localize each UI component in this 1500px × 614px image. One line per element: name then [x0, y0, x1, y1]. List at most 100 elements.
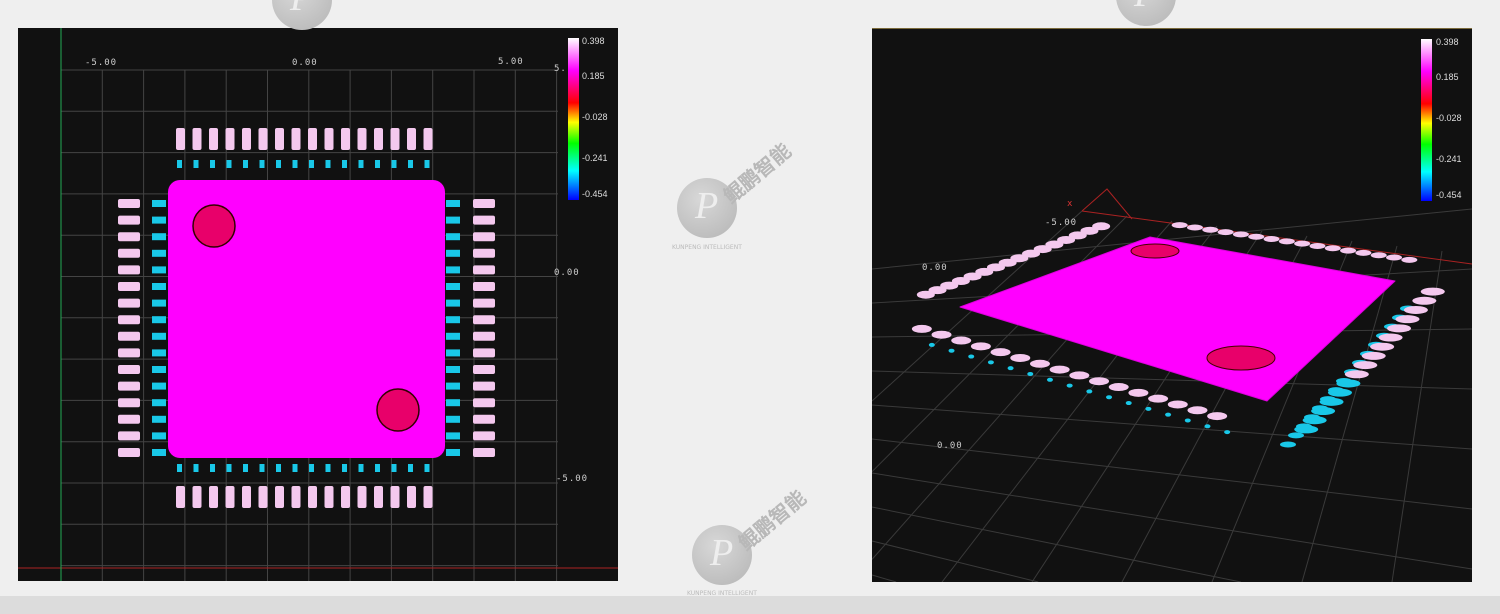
solder-joint [226, 464, 232, 472]
solder-joint [243, 160, 248, 168]
lead [291, 486, 301, 508]
grid-line [872, 472, 1472, 570]
colorbar-label: 0.185 [582, 71, 605, 81]
grid-line [872, 370, 1472, 390]
fiducial-mark [1130, 243, 1180, 259]
lead [473, 315, 495, 325]
grid-line [1391, 250, 1443, 582]
grid-line [872, 438, 1472, 510]
solder-joint [152, 382, 166, 390]
solder-joint [276, 464, 281, 472]
lead [1033, 245, 1052, 254]
grid-line [872, 574, 897, 582]
solder-joint [446, 283, 460, 290]
solder-joint [1086, 389, 1093, 394]
lead [1403, 305, 1428, 314]
lead [473, 215, 495, 225]
lead [473, 398, 495, 408]
solder-joint [152, 415, 166, 423]
top-view-panel[interactable]: -5.00 0.00 5.00 5. 0.00 -5.00 0.398 0.18… [18, 28, 618, 581]
lead [951, 277, 970, 286]
solder-joint [446, 382, 460, 390]
x-tick: 0.00 [292, 58, 318, 68]
tick-label: 0.00 [922, 263, 948, 273]
lead [1092, 222, 1111, 231]
solder-joint [243, 464, 248, 472]
lead [118, 365, 140, 374]
lead [963, 272, 982, 281]
lead [1022, 249, 1041, 258]
solder-joint [152, 332, 166, 340]
solder-joint [152, 200, 166, 207]
lead [118, 414, 140, 424]
lead [423, 486, 433, 508]
solder-joint [292, 464, 298, 472]
lead [1294, 240, 1311, 247]
lead [1311, 407, 1336, 416]
lead [225, 486, 235, 508]
lead [209, 128, 218, 150]
top-view-canvas[interactable] [18, 28, 618, 581]
lead [374, 128, 383, 150]
lead [473, 414, 495, 424]
lead [1395, 315, 1420, 324]
solder-joint [152, 266, 166, 274]
solder-joint [446, 249, 460, 257]
lead [1340, 247, 1357, 254]
solder-joint [276, 160, 281, 168]
chip-body [959, 236, 1396, 402]
lead [1263, 236, 1280, 243]
lead [473, 381, 495, 391]
watermark-logo-icon: P [677, 178, 737, 238]
lead [275, 486, 284, 508]
lead [998, 258, 1017, 267]
lead [1294, 425, 1319, 434]
lead [291, 128, 301, 150]
solder-joint [152, 299, 166, 307]
lead [1089, 377, 1110, 386]
grid-line [872, 540, 1039, 582]
watermark-text: 鲲鹏智能 [718, 138, 796, 209]
lead [1353, 361, 1378, 370]
lead [118, 232, 140, 242]
watermark-logo-icon: P [272, 0, 332, 30]
solder-joint [948, 348, 955, 353]
lead [473, 298, 495, 308]
solder-joint [446, 399, 460, 407]
y-tick: -5.00 [556, 474, 589, 484]
lead [1202, 226, 1219, 233]
solder-joint [446, 316, 460, 324]
lead [951, 336, 972, 345]
footer-strip [0, 596, 1500, 614]
lead [308, 128, 317, 150]
solder-joint [928, 342, 935, 347]
lead [118, 398, 140, 408]
lead [258, 486, 268, 508]
lead [390, 486, 400, 508]
solder-joint [1184, 418, 1191, 423]
solder-joint [152, 399, 166, 407]
lead [473, 331, 495, 341]
solder-joint [987, 360, 994, 365]
colorbar-label: -0.241 [1436, 154, 1462, 164]
solder-joint [1027, 371, 1034, 376]
colorbar-label: -0.454 [1436, 190, 1462, 200]
perspective-view-canvas[interactable] [872, 29, 1472, 582]
lead [118, 199, 140, 208]
solder-joint [152, 432, 166, 440]
solder-joint [375, 160, 380, 168]
solder-joint [358, 160, 364, 168]
perspective-view-panel[interactable]: x -5.00 0.00 0.00 0.398 0.185 -0.028 -0.… [872, 28, 1472, 582]
chip-body [168, 180, 445, 458]
lead [1010, 254, 1029, 263]
solder-joint [375, 464, 380, 472]
solder-joint [424, 160, 430, 168]
solder-joint [342, 464, 347, 472]
lead [1186, 224, 1203, 231]
lead [473, 282, 495, 291]
solder-joint [152, 283, 166, 290]
lead [423, 128, 433, 150]
lead [1378, 333, 1403, 342]
lead [1232, 231, 1249, 238]
tick-label: 0.00 [937, 441, 963, 451]
